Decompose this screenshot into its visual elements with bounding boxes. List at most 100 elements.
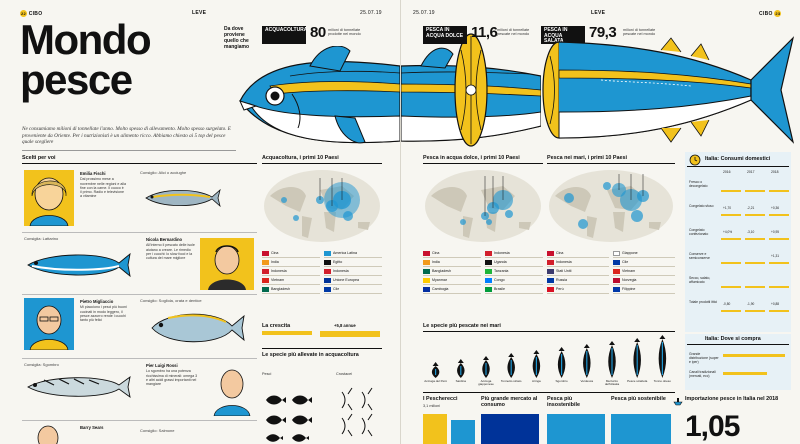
- sustainable-map: [611, 414, 671, 444]
- species-label: Sardina: [455, 379, 466, 383]
- sea-species-chart: [431, 335, 667, 378]
- flag-icon: [262, 251, 269, 256]
- portrait-emilia-fischi: [24, 170, 74, 226]
- country-item: Filippine: [613, 286, 675, 294]
- person-name: Pier Luigi Rossi: [146, 363, 178, 368]
- growth-value: +5,8 annue: [334, 323, 356, 328]
- consumption-value: +1,70: [723, 206, 732, 210]
- flag-icon: [423, 287, 430, 292]
- intro-paragraph: Ne consumiamo milioni di tonnellate l'an…: [22, 126, 231, 146]
- portrait-pier-luigi-rossi: [210, 362, 254, 416]
- mackerel-illustration: [27, 375, 131, 399]
- flag-icon: [613, 287, 620, 292]
- country-item: Indonesia: [262, 268, 320, 276]
- fish-suggestion-1: Consiglio: Alici o acciughe: [140, 170, 187, 175]
- italy-buy-panel: [685, 334, 791, 390]
- flag-icon: [423, 278, 430, 283]
- flag-icon: [613, 269, 620, 274]
- flag-icon: [262, 287, 269, 292]
- species-label: Acciuga giapponese: [478, 379, 494, 387]
- page-number-badge: 22: [20, 10, 27, 17]
- species-label: Acciuga del Perù: [424, 379, 447, 383]
- tuna-slice-illustration: [454, 33, 488, 147]
- bream-illustration: [151, 313, 245, 343]
- flag-icon: [423, 269, 430, 274]
- country-item: Russia: [547, 277, 609, 285]
- country-name: Bangladesh: [271, 287, 290, 291]
- fishermen-title: I Pescherecci: [423, 396, 458, 402]
- person-quote: Mi piacciono i pesci più buoni cucinati …: [80, 305, 127, 323]
- freshwater-value: 11,6: [471, 24, 498, 41]
- flag-icon: [485, 260, 492, 265]
- consumption-value: +4,0%: [723, 230, 733, 234]
- person-card-1: Emilia Fischi Dal prossimo mese a novemb…: [80, 171, 126, 199]
- masthead: LEVE: [591, 10, 606, 16]
- country-item: Stati Uniti: [547, 268, 609, 276]
- country-item: Giappone: [613, 250, 675, 258]
- consumption-bar: [769, 262, 789, 264]
- consumption-value: +0,36: [771, 206, 780, 210]
- flag-icon: [485, 278, 492, 283]
- country-name: Perù: [556, 287, 564, 291]
- consumption-bar: [721, 262, 741, 264]
- growth-bar: [320, 331, 380, 337]
- page-title: Mondo pesce: [20, 19, 152, 101]
- flag-icon: [324, 269, 331, 274]
- country-name: Giappone: [622, 251, 638, 255]
- country-name: Cina: [432, 251, 440, 255]
- person-card-5: Barry Sears: [80, 425, 130, 431]
- fishermen-bar: [423, 414, 447, 444]
- divider: [22, 420, 257, 421]
- aquaculture-box: Acquacoltura: [262, 26, 307, 44]
- person-card-2: Nicola Bernardino All'interno il pescato…: [146, 237, 196, 260]
- country-item: Vietnam: [613, 268, 675, 276]
- country-name: Vietnam: [622, 269, 636, 273]
- aquaculture-value: 80: [310, 24, 326, 41]
- flag-icon: [324, 287, 331, 292]
- consumption-value: +1,31: [771, 254, 780, 258]
- flag-icon: [423, 260, 430, 265]
- country-item: Cile: [324, 286, 382, 294]
- country-name: Indonesia: [333, 269, 349, 273]
- buy-row-label: Canali tradizionali (mercati, ecc): [689, 370, 716, 378]
- country-item: Perù: [547, 286, 609, 294]
- country-name: Cina: [556, 251, 564, 255]
- aquaculture-world-map: [264, 170, 380, 242]
- country-name: Myanmar: [432, 278, 447, 282]
- tuna-head-illustration: [239, 46, 400, 144]
- page-header-right: CIBO 23: [759, 10, 782, 17]
- consumption-row-label: Congelato confezionato: [689, 228, 709, 236]
- portrait-pietro-migliaccio: [24, 298, 74, 350]
- freshwater-box: Pesca in acqua dolce: [423, 26, 467, 44]
- consumption-bar: [769, 214, 789, 216]
- divider: [423, 163, 543, 164]
- consumption-bar: [769, 310, 789, 312]
- right-page: 25.07.19 LEVE CIBO 23 Pesca in acqua dol…: [400, 0, 800, 444]
- country-item: Cambogia: [423, 286, 481, 294]
- freshwater-map-title: Pesca in acqua dolce, i primi 10 Paesi: [423, 155, 520, 161]
- country-name: Indonesia: [556, 260, 572, 264]
- divider: [262, 348, 382, 349]
- consumption-value: +0,88: [771, 302, 780, 306]
- country-name: Cile: [622, 260, 629, 264]
- consumption-row-label: Congelato sfuso: [689, 204, 714, 208]
- consumption-bar: [721, 214, 741, 216]
- flag-icon: [324, 278, 331, 283]
- masthead: LEVE: [192, 10, 207, 16]
- consumption-bar: [745, 286, 765, 288]
- country-item: Uganda: [485, 259, 543, 267]
- person-name: Nicola Bernardino: [146, 237, 183, 242]
- consumption-bar: [745, 214, 765, 216]
- farm-col-crustaceans: Crostacei: [336, 372, 353, 376]
- country-item: Brasile: [485, 286, 543, 294]
- aquaculture-map-title: Acquacoltura, i primi 10 Paesi: [262, 155, 339, 161]
- country-name: Egitto: [333, 260, 343, 264]
- country-name: Norvegia: [622, 278, 637, 282]
- consumption-bar: [745, 190, 765, 192]
- country-item: Indonesia: [324, 268, 382, 276]
- fish-suggestion-3: Consiglio: Sogliola, orata e dentice: [140, 298, 202, 303]
- smelt-illustration: [27, 252, 131, 278]
- country-name: Indonesia: [271, 269, 287, 273]
- country-item: America Latina: [324, 250, 382, 258]
- consumption-bar: [745, 262, 765, 264]
